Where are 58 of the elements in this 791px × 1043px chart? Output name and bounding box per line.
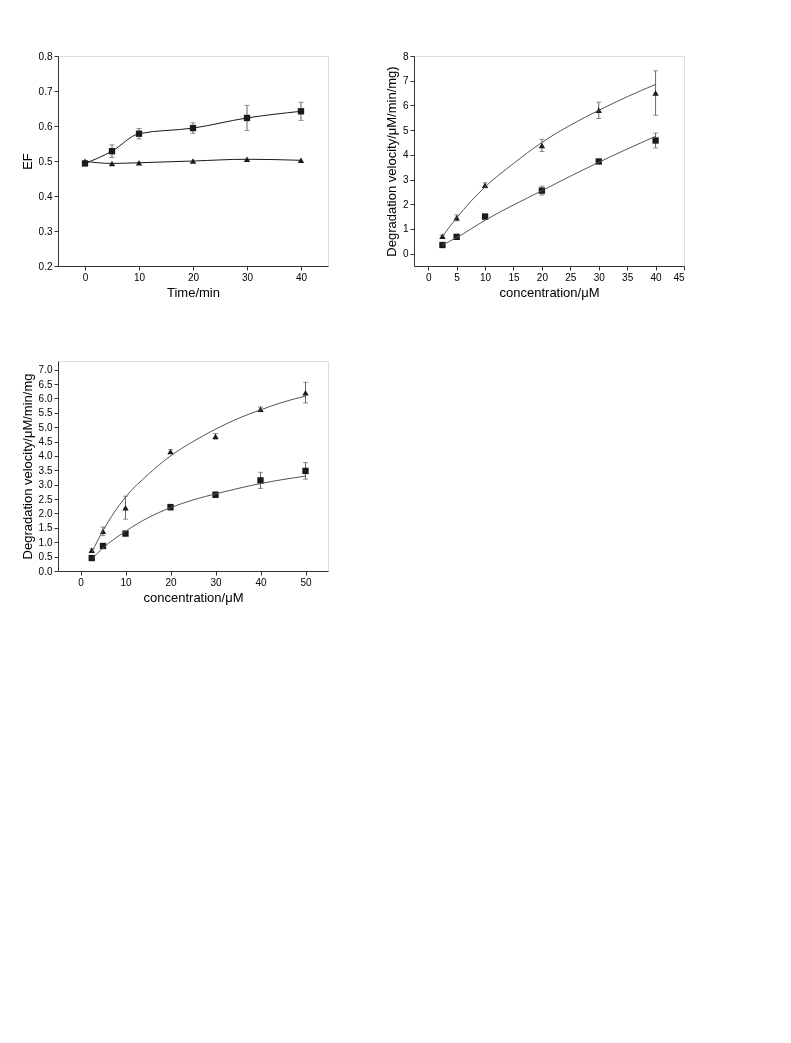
y-tick-label: 6 — [402, 99, 409, 111]
y-axis-title: Degradation velocity/μM/min/mg) — [383, 66, 399, 257]
x-tick-label: 45 — [673, 271, 685, 283]
x-tick-label: 50 — [300, 576, 312, 588]
x-tick-label: 10 — [120, 576, 132, 588]
y-tick-label: 7 — [402, 75, 409, 87]
x-tick-label: 30 — [241, 271, 254, 283]
y-tick-label: 0.2 — [38, 260, 53, 272]
x-tick-label: 0 — [82, 271, 89, 283]
y-tick-label: 0.5 — [38, 155, 53, 167]
y-tick-label: 1 — [402, 223, 409, 235]
x-tick-label: 25 — [565, 271, 577, 283]
y-tick-label: 0.7 — [38, 85, 53, 97]
x-tick-label: 30 — [593, 271, 606, 283]
x-tick-label: 20 — [165, 576, 177, 588]
x-tick-label: 10 — [133, 271, 146, 283]
y-tick-label: 4.5 — [38, 436, 53, 448]
x-tick-label: 15 — [508, 271, 520, 283]
y-tick-label: 6.0 — [38, 392, 53, 404]
x-tick-label: 40 — [295, 271, 308, 283]
x-tick-label: 30 — [210, 576, 222, 588]
y-tick-label: 0.8 — [38, 50, 53, 62]
x-tick-label: 20 — [187, 271, 200, 283]
x-axis-title: concentration/μM — [499, 284, 600, 300]
x-tick-label: 0 — [425, 271, 432, 283]
x-tick-label: 20 — [536, 271, 549, 283]
x-tick-label: 35 — [622, 271, 634, 283]
x-tick-label: 5 — [454, 271, 461, 283]
y-tick-label: 0.3 — [38, 225, 53, 237]
y-tick-label: 4.0 — [38, 450, 53, 462]
x-tick-label: 40 — [650, 271, 663, 283]
y-tick-label: 3.5 — [38, 464, 53, 476]
y-tick-label: 0.5 — [38, 551, 53, 563]
y-tick-label: 2 — [402, 198, 409, 210]
y-tick-label: 3 — [402, 174, 409, 186]
y-tick-label: 5.0 — [38, 421, 53, 433]
x-tick-label: 10 — [479, 271, 492, 283]
y-axis-title: Degradation velocity/μM/min/mg — [19, 373, 35, 560]
y-tick-label: 2.5 — [38, 493, 53, 505]
y-tick-label: 0.0 — [38, 565, 53, 577]
y-tick-label: 3.0 — [38, 479, 53, 491]
y-tick-label: 2.0 — [38, 507, 53, 519]
y-tick-label: 0.4 — [38, 190, 53, 202]
y-tick-label: 7.0 — [38, 364, 53, 376]
y-tick-label: 4 — [402, 149, 409, 161]
y-tick-label: 5.5 — [38, 407, 53, 419]
x-axis-title: Time/min — [167, 284, 220, 300]
y-axis-title: EF — [19, 153, 35, 170]
y-tick-label: 0 — [402, 248, 409, 260]
y-tick-label: 8 — [402, 50, 409, 62]
x-tick-label: 40 — [255, 576, 267, 588]
x-tick-label: 0 — [78, 576, 85, 588]
x-axis-title: concentration/μM — [143, 589, 244, 605]
y-tick-label: 1.0 — [38, 536, 53, 548]
y-tick-label: 6.5 — [38, 378, 53, 390]
y-tick-label: 0.6 — [38, 120, 53, 132]
y-tick-label: 1.5 — [38, 522, 53, 534]
y-tick-label: 5 — [402, 124, 409, 136]
